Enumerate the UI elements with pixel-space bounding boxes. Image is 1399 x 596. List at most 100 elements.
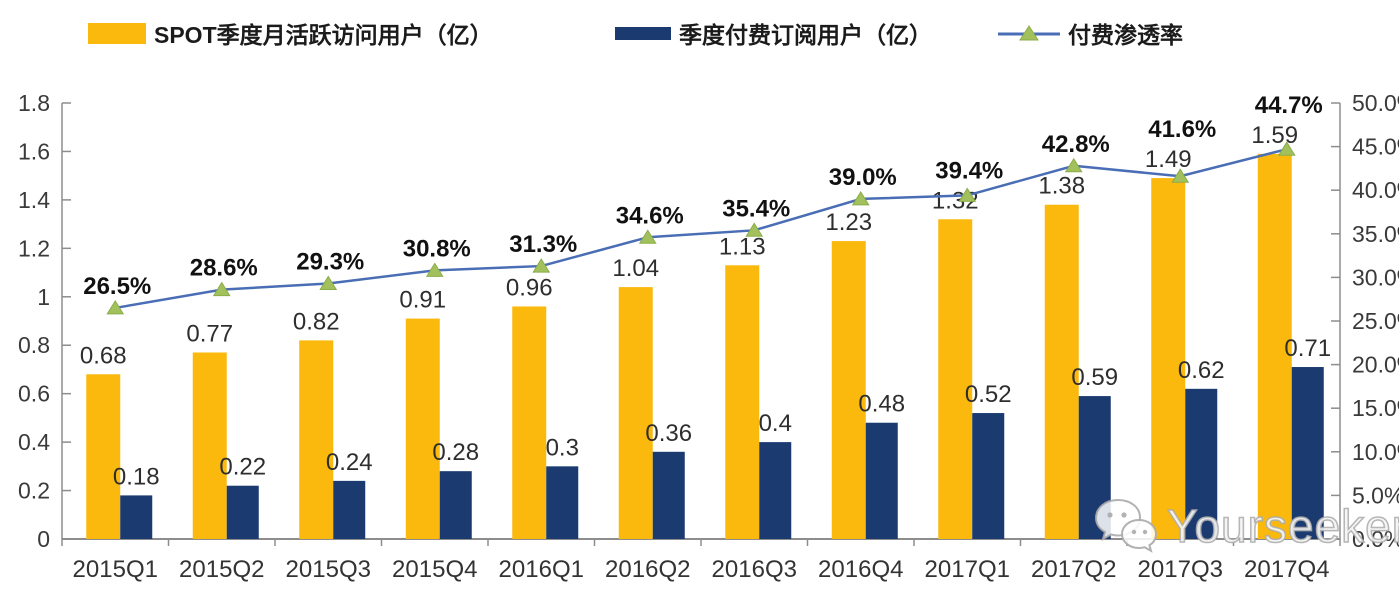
- bar-mau-value-label: 1.23: [825, 209, 872, 236]
- penetration-marker: [638, 229, 657, 244]
- bar-subs-value-label: 0.22: [219, 454, 266, 481]
- right-axis-tick-label: 30.0%: [1352, 264, 1399, 290]
- bar-subs-value-label: 0.36: [645, 420, 692, 447]
- bar-mau: [192, 352, 227, 539]
- penetration-value-label: 28.6%: [190, 255, 258, 282]
- left-axis-tick-label: 0.6: [18, 381, 50, 407]
- penetration-value-label: 39.4%: [935, 157, 1003, 184]
- left-axis-tick-label: 0.4: [18, 429, 50, 455]
- bar-subs: [865, 422, 898, 539]
- bar-mau: [405, 318, 440, 539]
- bar-mau: [512, 306, 547, 539]
- bar-subs: [1291, 367, 1324, 539]
- right-axis-tick-label: 5.0%: [1352, 482, 1399, 508]
- bar-mau: [299, 340, 334, 539]
- bar-subs-value-label: 0.71: [1284, 335, 1331, 362]
- legend-item-subs: 季度付费订阅用户（亿）: [615, 16, 932, 50]
- left-axis-tick-label: 1.4: [18, 187, 50, 213]
- legend-swatch-penetration-line: [998, 25, 1060, 41]
- penetration-value-label: 39.0%: [829, 164, 897, 191]
- penetration-value-label: 41.6%: [1148, 116, 1216, 143]
- legend-label-subs: 季度付费订阅用户（亿）: [679, 22, 932, 48]
- bar-mau-value-label: 1.59: [1251, 122, 1298, 149]
- bar-subs-value-label: 0.24: [326, 449, 373, 476]
- bar-mau: [1151, 178, 1186, 540]
- penetration-marker: [319, 275, 338, 291]
- penetration-marker: [425, 262, 444, 277]
- bar-subs: [652, 451, 685, 539]
- bar-subs: [226, 485, 259, 539]
- penetration-marker: [1277, 141, 1296, 156]
- bar-mau-value-label: 1.13: [719, 233, 766, 260]
- bar-subs-value-label: 0.4: [759, 410, 792, 437]
- bar-subs-value-label: 0.3: [546, 434, 579, 461]
- bar-mau-value-label: 0.96: [506, 274, 553, 301]
- right-axis-tick-label: 25.0%: [1352, 308, 1399, 334]
- penetration-value-label: 34.6%: [616, 202, 684, 229]
- right-axis-tick-label: 50.0%: [1352, 90, 1399, 116]
- x-axis-category-label: 2017Q2: [1031, 556, 1116, 583]
- bar-subs-value-label: 0.62: [1178, 357, 1225, 384]
- left-axis-tick-label: 1.2: [18, 235, 50, 261]
- penetration-marker: [745, 222, 764, 237]
- right-axis-tick-label: 35.0%: [1352, 221, 1399, 247]
- penetration-marker: [212, 281, 231, 297]
- legend-label-penetration: 付费渗透率: [1068, 22, 1183, 48]
- bar-mau: [725, 265, 760, 539]
- penetration-marker: [532, 258, 551, 273]
- left-axis-tick-label: 0: [37, 526, 50, 552]
- penetration-value-label: 35.4%: [722, 195, 790, 222]
- left-axis-tick-label: 1.8: [18, 90, 50, 116]
- x-axis-category-label: 2015Q3: [286, 556, 371, 583]
- left-axis-tick-label: 0.8: [18, 332, 50, 358]
- bar-subs: [546, 466, 579, 539]
- x-axis-category-label: 2017Q1: [925, 556, 1010, 583]
- bar-subs: [333, 480, 366, 539]
- penetration-value-label: 42.8%: [1042, 131, 1110, 158]
- penetration-value-label: 30.8%: [403, 235, 471, 262]
- bar-mau-value-label: 0.68: [80, 342, 127, 369]
- penetration-value-label: 31.3%: [509, 231, 577, 258]
- penetration-value-label: 29.3%: [296, 249, 364, 276]
- bar-subs-value-label: 0.48: [858, 391, 905, 418]
- x-axis-category-label: 2016Q1: [499, 556, 584, 583]
- x-axis-category-label: 2017Q4: [1244, 556, 1329, 583]
- bar-mau-value-label: 0.82: [293, 308, 340, 335]
- penetration-value-label: 26.5%: [83, 273, 151, 300]
- legend-item-mau: SPOT季度月活跃访问用户（亿）: [88, 16, 493, 50]
- penetration-line: [115, 148, 1288, 310]
- left-axis-tick-label: 1.6: [18, 138, 50, 164]
- bar-mau: [1257, 153, 1292, 539]
- penetration-marker: [958, 187, 977, 202]
- bar-mau: [618, 287, 653, 539]
- bar-mau-value-label: 1.04: [612, 255, 659, 282]
- right-axis-tick-label: 15.0%: [1352, 395, 1399, 421]
- bar-subs-value-label: 0.59: [1071, 364, 1118, 391]
- bar-mau-value-label: 1.38: [1038, 173, 1085, 200]
- bar-subs: [120, 495, 153, 539]
- bar-subs: [1185, 388, 1218, 539]
- right-axis-tick-label: 20.0%: [1352, 352, 1399, 378]
- x-axis-category-label: 2017Q3: [1138, 556, 1223, 583]
- left-axis-tick-label: 0.2: [18, 478, 50, 504]
- bar-mau-value-label: 1.49: [1145, 146, 1192, 173]
- left-axis-tick-label: 1: [37, 284, 50, 310]
- right-axis-tick-label: 10.0%: [1352, 439, 1399, 465]
- legend-label-mau: SPOT季度月活跃访问用户（亿）: [154, 22, 493, 48]
- bar-subs-value-label: 0.28: [432, 439, 479, 466]
- bar-mau-value-label: 0.77: [186, 320, 233, 347]
- right-axis-tick-label: 45.0%: [1352, 134, 1399, 160]
- penetration-marker: [1064, 157, 1083, 173]
- x-axis-category-label: 2015Q2: [179, 556, 264, 583]
- penetration-value-label: 44.7%: [1255, 92, 1323, 119]
- bar-subs-value-label: 0.52: [965, 381, 1012, 408]
- x-axis-category-label: 2016Q4: [818, 556, 903, 583]
- bar-mau: [86, 374, 121, 539]
- bar-mau: [938, 219, 973, 539]
- bar-mau: [1044, 204, 1079, 539]
- right-axis-tick-label: 0.0%: [1352, 526, 1399, 552]
- x-axis-category-label: 2015Q1: [73, 556, 158, 583]
- bar-subs: [972, 413, 1005, 539]
